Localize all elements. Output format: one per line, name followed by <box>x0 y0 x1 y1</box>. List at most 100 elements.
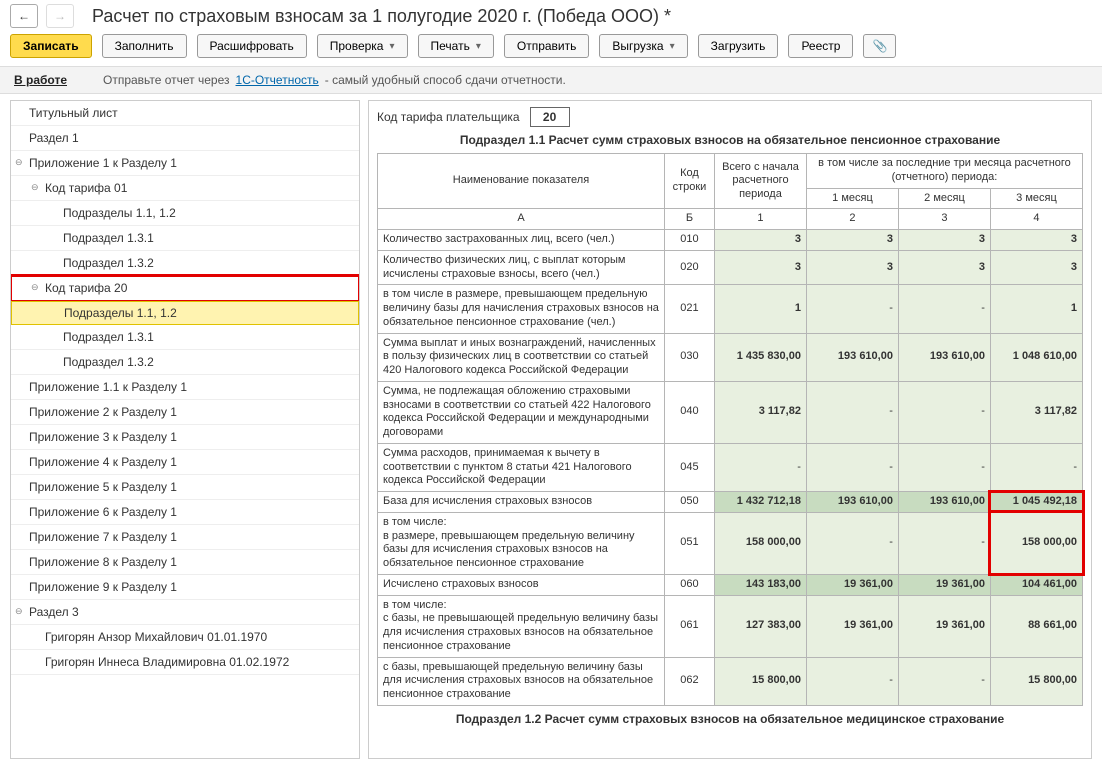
cell-value[interactable]: 193 610,00 <box>806 492 898 513</box>
cell-value[interactable]: 3 <box>990 230 1082 251</box>
clip-icon <box>872 39 887 53</box>
tree-item[interactable]: Приложение 2 к Разделу 1 <box>11 400 359 425</box>
cell-value[interactable]: 193 610,00 <box>806 333 898 381</box>
cell-value[interactable]: 3 <box>714 250 806 285</box>
info-link[interactable]: 1С-Отчетность <box>236 73 319 87</box>
tree-item[interactable]: Подраздел 1.3.2 <box>11 350 359 375</box>
cell-value[interactable] <box>806 512 898 574</box>
cell-value[interactable] <box>898 657 990 705</box>
cell-value[interactable]: 1 435 830,00 <box>714 333 806 381</box>
th-m2: 2 месяц <box>898 188 990 209</box>
status-label: В работе <box>14 73 67 87</box>
send-button[interactable]: Отправить <box>504 34 590 58</box>
th-group: в том числе за последние три месяца расч… <box>806 154 1082 189</box>
attach-button[interactable] <box>863 34 896 58</box>
check-button[interactable]: Проверка <box>317 34 408 58</box>
cell-value[interactable]: 1 045 492,18 <box>990 492 1082 513</box>
nav-forward-button[interactable]: → <box>46 4 74 28</box>
cell-value[interactable]: 104 461,00 <box>990 574 1082 595</box>
cell-value[interactable] <box>898 512 990 574</box>
tree-item[interactable]: Титульный лист <box>11 101 359 126</box>
cell-value[interactable] <box>806 285 898 333</box>
expand-icon[interactable]: ⊖ <box>15 157 25 167</box>
cell-value[interactable]: 3 <box>898 250 990 285</box>
cell-value[interactable]: 19 361,00 <box>806 574 898 595</box>
cell-value[interactable]: 193 610,00 <box>898 492 990 513</box>
tree-item[interactable]: Григорян Анзор Михайлович 01.01.1970 <box>11 625 359 650</box>
cell-value[interactable] <box>714 443 806 491</box>
expand-icon[interactable]: ⊖ <box>31 182 41 192</box>
print-button[interactable]: Печать <box>418 34 494 58</box>
cell-value[interactable]: 88 661,00 <box>990 595 1082 657</box>
cell-value[interactable]: 3 <box>898 230 990 251</box>
cell-value[interactable]: 158 000,00 <box>990 512 1082 574</box>
cell-name: База для исчисления страховых взносов <box>378 492 665 513</box>
cell-name: с базы, превышающей предельную величину … <box>378 657 665 705</box>
tree-item[interactable]: Приложение 8 к Разделу 1 <box>11 550 359 575</box>
expand-icon[interactable]: ⊖ <box>31 282 41 292</box>
cell-value[interactable]: 193 610,00 <box>898 333 990 381</box>
cell-value[interactable]: 3 <box>806 230 898 251</box>
tree-item[interactable]: Приложение 5 к Разделу 1 <box>11 475 359 500</box>
cell-value[interactable] <box>898 285 990 333</box>
expand-icon[interactable]: ⊖ <box>15 606 25 616</box>
cell-value[interactable] <box>806 381 898 443</box>
tree-item-label: Приложение 4 к Разделу 1 <box>29 455 177 469</box>
cell-value[interactable]: 3 117,82 <box>990 381 1082 443</box>
tree-item[interactable]: Приложение 7 к Разделу 1 <box>11 525 359 550</box>
cell-code: 050 <box>664 492 714 513</box>
cell-value[interactable]: 3 <box>714 230 806 251</box>
tree-item[interactable]: Подраздел 1.3.1 <box>11 325 359 350</box>
decode-button[interactable]: Расшифровать <box>197 34 307 58</box>
tree-item[interactable]: Приложение 4 к Разделу 1 <box>11 450 359 475</box>
nav-back-button[interactable]: ← <box>10 4 38 28</box>
tree-item-label: Приложение 6 к Разделу 1 <box>29 505 177 519</box>
tree-item[interactable]: Приложение 3 к Разделу 1 <box>11 425 359 450</box>
save-button[interactable]: Записать <box>10 34 92 58</box>
cell-value[interactable]: 3 <box>806 250 898 285</box>
cell-value[interactable]: 1 <box>990 285 1082 333</box>
cell-value[interactable] <box>898 443 990 491</box>
cell-value[interactable]: 19 361,00 <box>898 574 990 595</box>
tariff-code-input[interactable]: 20 <box>530 107 570 127</box>
cell-value[interactable]: 19 361,00 <box>898 595 990 657</box>
cell-value[interactable] <box>898 381 990 443</box>
load-button[interactable]: Загрузить <box>698 34 779 58</box>
tree-item[interactable]: ⊖Код тарифа 20 <box>11 276 359 301</box>
cell-value[interactable]: 3 <box>990 250 1082 285</box>
cell-value[interactable]: 15 800,00 <box>714 657 806 705</box>
th-c2: 2 <box>806 209 898 230</box>
data-table: Наименование показателя Код строки Всего… <box>377 153 1083 706</box>
tree-item[interactable]: Раздел 1 <box>11 126 359 151</box>
th-code: Код строки <box>664 154 714 209</box>
tree-item[interactable]: Приложение 9 к Разделу 1 <box>11 575 359 600</box>
cell-value[interactable]: 15 800,00 <box>990 657 1082 705</box>
cell-value[interactable]: 1 432 712,18 <box>714 492 806 513</box>
tree-item[interactable]: Подраздел 1.3.2 <box>11 251 359 276</box>
cell-value[interactable] <box>806 443 898 491</box>
tree-item[interactable]: ⊖Код тарифа 01 <box>11 176 359 201</box>
tree-item[interactable]: ⊖Приложение 1 к Разделу 1 <box>11 151 359 176</box>
tree-item[interactable]: Приложение 6 к Разделу 1 <box>11 500 359 525</box>
cell-value[interactable]: 19 361,00 <box>806 595 898 657</box>
info-text-2: - самый удобный способ сдачи отчетности. <box>325 73 566 87</box>
tree-item[interactable]: Приложение 1.1 к Разделу 1 <box>11 375 359 400</box>
cell-value[interactable]: 143 183,00 <box>714 574 806 595</box>
cell-value[interactable] <box>806 657 898 705</box>
cell-value[interactable]: 1 048 610,00 <box>990 333 1082 381</box>
fill-button[interactable]: Заполнить <box>102 34 187 58</box>
cell-value[interactable]: 158 000,00 <box>714 512 806 574</box>
tree-item[interactable]: ⊖Раздел 3 <box>11 600 359 625</box>
tree-item[interactable]: Подраздел 1.3.1 <box>11 226 359 251</box>
cell-value[interactable] <box>990 443 1082 491</box>
tree-item[interactable]: Подразделы 1.1, 1.2 <box>11 301 359 325</box>
export-button[interactable]: Выгрузка <box>599 34 687 58</box>
cell-value[interactable]: 3 117,82 <box>714 381 806 443</box>
cell-code: 062 <box>664 657 714 705</box>
registry-button[interactable]: Реестр <box>788 34 853 58</box>
nav-tree[interactable]: Титульный листРаздел 1⊖Приложение 1 к Ра… <box>10 100 360 759</box>
cell-value[interactable]: 1 <box>714 285 806 333</box>
tree-item[interactable]: Григорян Иннеса Владимировна 01.02.1972 <box>11 650 359 675</box>
tree-item[interactable]: Подразделы 1.1, 1.2 <box>11 201 359 226</box>
cell-value[interactable]: 127 383,00 <box>714 595 806 657</box>
